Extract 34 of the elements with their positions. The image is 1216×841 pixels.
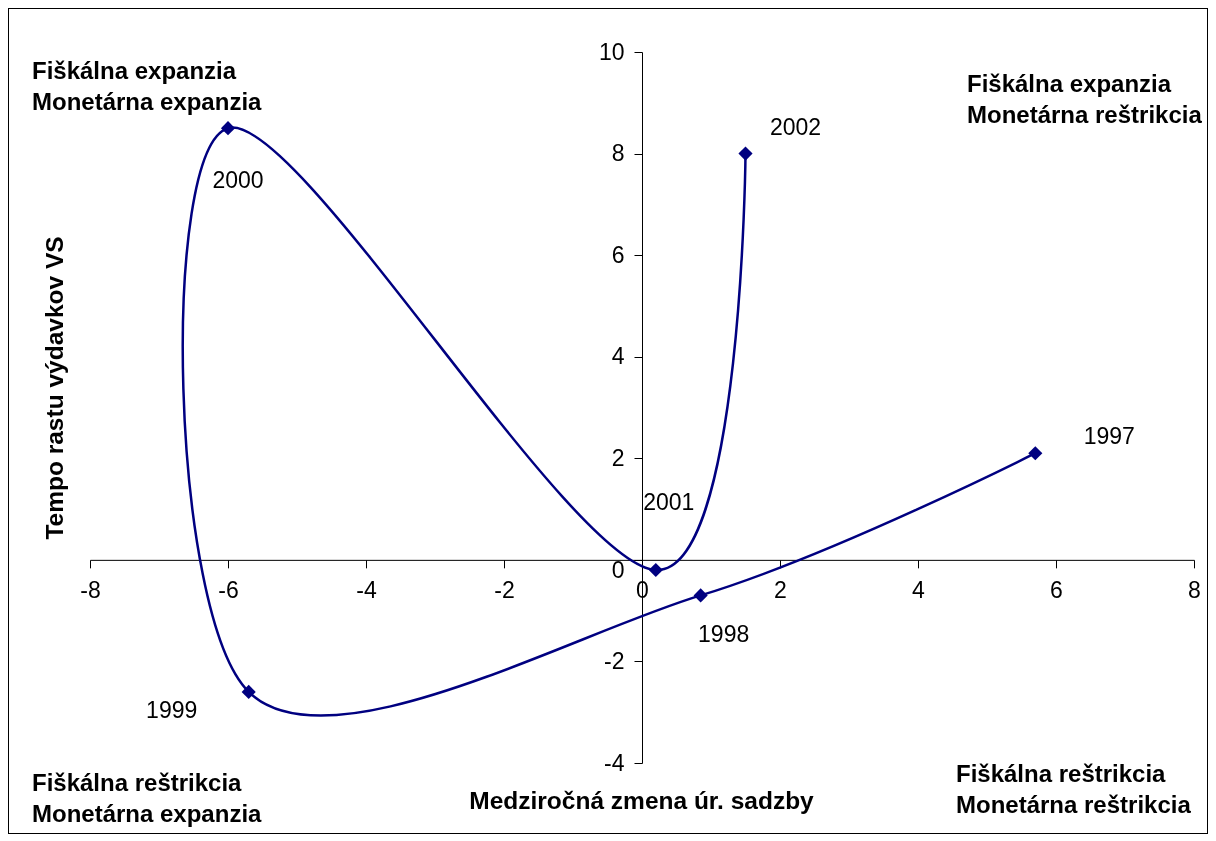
- y-tick-label: -4: [604, 749, 625, 776]
- y-tick-label: 4: [611, 343, 625, 370]
- x-tick-label: 6: [1050, 577, 1063, 604]
- point: [220, 121, 236, 136]
- text: Fiškálna reštrikcia Monetárna expanzia: [32, 768, 263, 827]
- x-axis-title: Medziročná zmena úr. sadzby: [469, 786, 815, 814]
- y-tick-label: 2: [611, 444, 625, 471]
- x-tick-label: 2: [774, 577, 787, 604]
- y-tick-label: 0: [611, 557, 625, 584]
- point: [241, 684, 256, 699]
- y-tick-label: 6: [611, 241, 625, 268]
- x-tick-label: 4: [912, 577, 926, 604]
- x-tick-label: -2: [494, 577, 515, 604]
- y-tick-label: 10: [598, 38, 625, 65]
- annotation: 2002: [769, 113, 822, 140]
- annotation: 1997: [1083, 423, 1135, 450]
- annotation: 2000: [212, 167, 264, 194]
- x-tick-label: -6: [218, 577, 239, 604]
- y-tick-label: 8: [611, 140, 625, 167]
- y-axis-title: Tempo rastu výdavkov VS: [40, 236, 68, 540]
- annotation: 1999: [146, 696, 198, 723]
- x-tick-label: -8: [80, 577, 101, 604]
- annotation: 2001: [643, 489, 695, 516]
- x-tick-label: 8: [1188, 577, 1201, 604]
- point: [738, 146, 753, 161]
- x-tick-label: -4: [356, 577, 377, 604]
- annotation: Fiškálna expanzia Monetárna reštrikcia: [967, 69, 1203, 128]
- annotation: Fiškálna expanzia Monetárna expanzia: [32, 57, 263, 115]
- annotation: Fiškálna reštrikcia Monetárna reštrikcia: [956, 759, 1192, 818]
- y-tick-label: -2: [604, 647, 625, 674]
- point: [1028, 446, 1043, 461]
- point: [648, 562, 663, 578]
- annotation: 1998: [698, 621, 750, 648]
- point: [693, 588, 708, 603]
